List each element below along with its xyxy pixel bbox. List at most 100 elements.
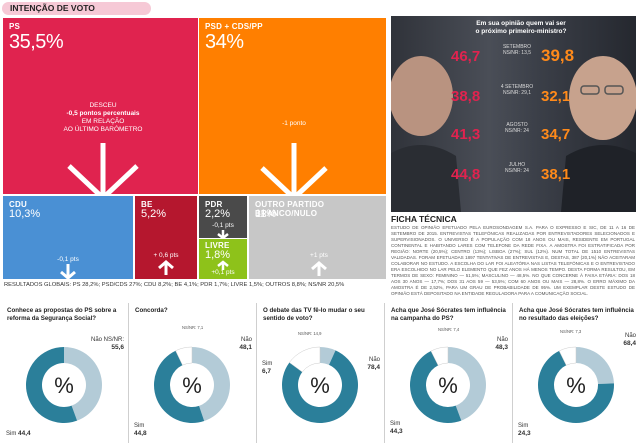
- donut-slice-nsnr: [430, 346, 449, 366]
- ps-note-line: DESCEU: [89, 102, 117, 109]
- percent-symbol: %: [310, 373, 330, 398]
- pm-left-value: 46,7: [451, 48, 481, 65]
- nsnr-label: NS/NR: 7,4: [438, 327, 460, 332]
- sim-text: Sim: [390, 421, 401, 427]
- livre-pct: 1,8%: [205, 249, 231, 261]
- pm-right-value: 32,1: [541, 88, 571, 105]
- donut-slice-nao: [409, 351, 462, 423]
- divider: [512, 303, 513, 443]
- pm-month: JULHO: [508, 162, 526, 168]
- pm-row: 44,8 JULHO NS/NR: 24 38,1: [451, 160, 581, 194]
- livre-change: +0,1 pts: [211, 269, 235, 276]
- outro-pct: 11%: [255, 208, 277, 220]
- nao-text: Não NS/NR:: [90, 337, 124, 343]
- divider: [384, 303, 385, 443]
- divider: [128, 303, 129, 443]
- nao-text: Não: [240, 337, 252, 343]
- pm-question: Em sua opinião quem vai ser o próximo pr…: [461, 20, 581, 36]
- be-change: + 0,6 pts: [153, 252, 179, 259]
- outro-change: +1 pts: [310, 252, 328, 259]
- pm-row: 41,3 AGOSTO NS/NR: 24 34,7: [451, 120, 581, 154]
- sim-label: Sim 6,7: [262, 361, 272, 376]
- livre-name: LIVRE: [205, 241, 230, 250]
- ficha-text: ESTUDO DE OPINIÃO EFETUADO PELA EUROSOND…: [391, 225, 635, 296]
- pm-right-value: 39,8: [541, 46, 575, 65]
- sim-value: 44,3: [390, 428, 403, 435]
- nao-text: Não: [368, 357, 380, 363]
- donut-chart: %: [154, 346, 230, 423]
- donut-slice-nsnr: [175, 346, 193, 366]
- sim-value: 44,8: [134, 430, 147, 437]
- block-cdu: CDU 10,3% -0,1 pts: [3, 196, 133, 279]
- nao-value: 48,1: [239, 344, 252, 351]
- pm-row-label: SETEMBRO NS/NR: 13,5: [497, 44, 537, 56]
- pm-row-label: AGOSTO NS/NR: 24: [497, 122, 537, 134]
- sim-text: Sim: [518, 423, 529, 429]
- donut-slice-sim: [448, 347, 486, 421]
- nao-label: Não 48,1: [220, 337, 252, 352]
- question-panel: O debate das TV fê-lo mudar o seu sentid…: [258, 303, 382, 443]
- sim-value: 6,7: [262, 368, 272, 375]
- pm-row-label: 4 SETEMBRO NS/NR: 29,1: [497, 84, 537, 96]
- psd-pct: 34%: [205, 31, 244, 53]
- nao-value: 48,3: [495, 344, 508, 351]
- pm-panel: Em sua opinião quem vai ser o próximo pr…: [391, 16, 636, 212]
- block-outro: OUTRO PARTIDO BRANCO/NULO 11% +1 pts: [249, 196, 386, 279]
- candidates-photo-icon: [391, 56, 636, 212]
- donut-slice-nao: [26, 347, 78, 423]
- outro-up-arrow: [311, 261, 327, 276]
- question-text: O debate das TV fê-lo mudar o seu sentid…: [263, 307, 365, 322]
- nao-label: Não 78,4: [348, 357, 380, 372]
- question-panel: Acha que José Sócrates tem influência no…: [514, 303, 638, 443]
- sim-text: Sim: [134, 423, 145, 429]
- cdu-pct: 10,3%: [9, 208, 41, 220]
- sim-label: Sim 44,8: [134, 423, 147, 438]
- be-up-arrow: [158, 260, 174, 275]
- sim-text: Sim: [6, 431, 17, 437]
- pm-left-value: 38,8: [451, 88, 481, 105]
- nao-value: 78,4: [367, 364, 380, 371]
- pm-question-line: Em sua opinião quem vai ser: [476, 20, 566, 27]
- be-pct: 5,2%: [141, 208, 167, 220]
- percent-symbol: %: [566, 373, 586, 398]
- pm-nsnr: NS/NR: 24: [505, 168, 529, 174]
- block-psd: PSD + CDS/PP 34% -1 ponto: [199, 18, 386, 194]
- pm-left-value: 41,3: [451, 126, 481, 143]
- pm-row-label: JULHO NS/NR: 24: [497, 162, 537, 174]
- pm-nsnr: NS/NR: 29,1: [502, 90, 532, 96]
- pm-month: SETEMBRO: [502, 44, 532, 50]
- pm-row: 38,8 4 SETEMBRO NS/NR: 29,1 32,1: [451, 82, 581, 116]
- block-ps: PS 35,5% DESCEU -0,5 pontos percentuais …: [3, 18, 198, 194]
- global-results: RESULTADOS GLOBAIS: PS 28,2%; PSD/CDS 27…: [4, 282, 345, 288]
- nao-text: Não: [624, 333, 636, 339]
- donut-slice-nao: [282, 350, 358, 423]
- percent-symbol: %: [182, 373, 202, 398]
- donut-slice-sim: [576, 347, 614, 385]
- ps-name: PS: [9, 22, 21, 31]
- psd-name: PSD + CDS/PP: [205, 22, 263, 31]
- nsnr-label: NS/NR: 14,9: [298, 331, 322, 336]
- be-name: BE: [141, 200, 153, 209]
- ps-note-line: EM RELAÇÃO: [81, 118, 125, 125]
- pm-month: 4 SETEMBRO: [500, 84, 534, 90]
- livre-up-arrow: [217, 260, 229, 270]
- pm-left-value: 44,8: [451, 166, 481, 183]
- sim-label: Sim 24,3: [518, 423, 531, 438]
- ps-note: DESCEU -0,5 pontos percentuais EM RELAÇÃ…: [58, 102, 148, 134]
- sim-label: Sim 44,4: [6, 430, 31, 438]
- nao-label: Não NS/NR: 55,6: [88, 337, 124, 352]
- nao-label: Não 68,4: [604, 333, 636, 348]
- pdr-change: -0,1 pts: [212, 222, 234, 229]
- cdu-change: -0,1 pts: [57, 256, 79, 263]
- donut-chart: %: [282, 346, 358, 423]
- donut-chart: %: [409, 346, 486, 423]
- donut-slice-nao: [154, 350, 205, 423]
- nsnr-label: NS/NR: 7,1: [182, 325, 204, 330]
- pdr-pct: 2,2%: [205, 208, 231, 220]
- ps-note-line: -0,5 pontos percentuais: [66, 110, 140, 117]
- donut-chart: %: [538, 346, 614, 423]
- percent-symbol: %: [438, 373, 458, 398]
- pm-right-value: 38,1: [541, 166, 571, 183]
- donut-slice-nsnr: [558, 346, 577, 366]
- pm-nsnr: NS/NR: 24: [505, 128, 529, 134]
